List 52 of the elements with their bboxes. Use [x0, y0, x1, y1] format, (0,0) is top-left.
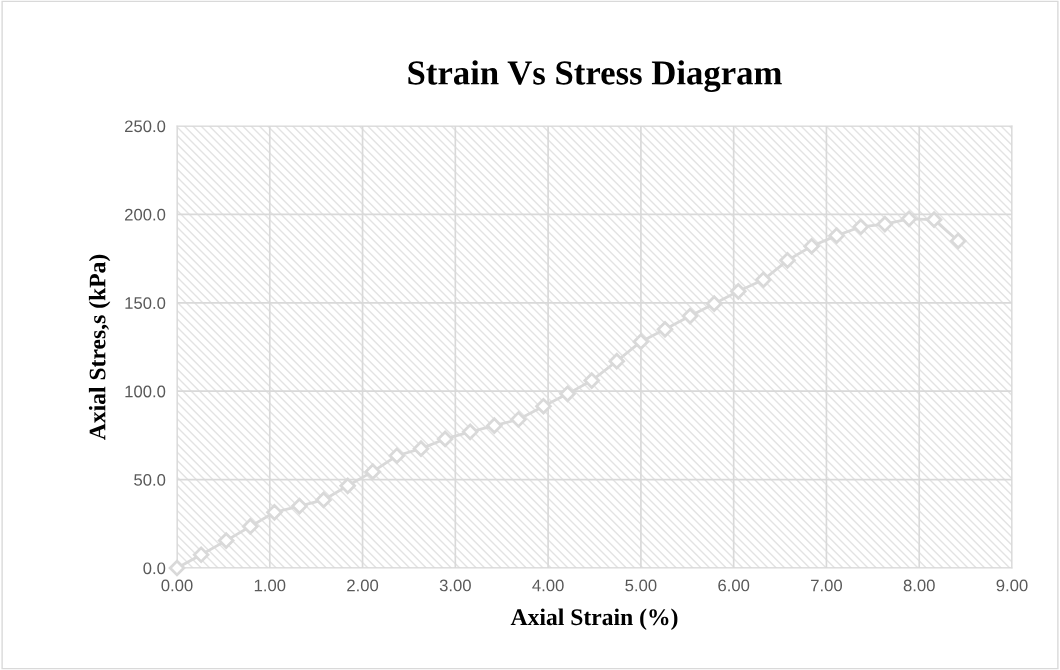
- point: [608, 352, 626, 370]
- x-tick-label: 6.00: [718, 579, 750, 592]
- x-tick-label: 1.00: [254, 579, 286, 592]
- point: [266, 504, 283, 521]
- y-tick-label: 100.0: [125, 385, 166, 398]
- point: [217, 532, 235, 549]
- point: [876, 215, 894, 233]
- point: [388, 447, 406, 464]
- point: [900, 210, 918, 228]
- x-tick-label: 3.00: [439, 579, 471, 592]
- point: [803, 237, 820, 255]
- x-tick-label: 8.00: [903, 579, 935, 592]
- point: [510, 411, 527, 428]
- point: [168, 559, 186, 577]
- point: [412, 440, 430, 457]
- point: [192, 546, 210, 563]
- point: [315, 491, 332, 509]
- point: [436, 430, 454, 448]
- point: [535, 397, 552, 415]
- point: [828, 227, 845, 244]
- x-tick-label: 4.00: [532, 579, 564, 592]
- y-axis-title: Axial Stres,s (kPa): [88, 254, 111, 441]
- point: [461, 423, 479, 441]
- point: [656, 321, 674, 338]
- x-tick-label: 2.00: [347, 579, 379, 592]
- point: [632, 333, 650, 350]
- point: [949, 232, 967, 250]
- x-tick-label: 9.00: [996, 579, 1028, 592]
- point: [583, 372, 600, 389]
- x-tick-label: 0.00: [161, 579, 193, 592]
- y-tick-label: 50.0: [134, 474, 166, 486]
- point: [291, 497, 308, 515]
- y-tick-label: 150.0: [125, 297, 166, 309]
- point: [559, 385, 576, 403]
- point: [364, 463, 382, 480]
- point: [486, 417, 503, 434]
- y-tick-label: 200.0: [125, 208, 166, 221]
- chart-title: Strain Vs Stress Diagram: [408, 60, 782, 92]
- x-axis-title: Axial Strain (%): [510, 608, 678, 630]
- point: [755, 271, 772, 289]
- point: [705, 295, 723, 312]
- x-tick-label: 7.00: [811, 579, 843, 592]
- x-tick-label: 5.00: [625, 579, 657, 592]
- point: [339, 477, 356, 495]
- point: [242, 518, 259, 535]
- point: [681, 307, 699, 325]
- y-tick-label: 250.0: [125, 120, 166, 133]
- point: [925, 211, 943, 228]
- point: [779, 252, 796, 269]
- point: [730, 283, 747, 300]
- point: [852, 218, 870, 236]
- y-tick-label: 0.0: [143, 562, 166, 575]
